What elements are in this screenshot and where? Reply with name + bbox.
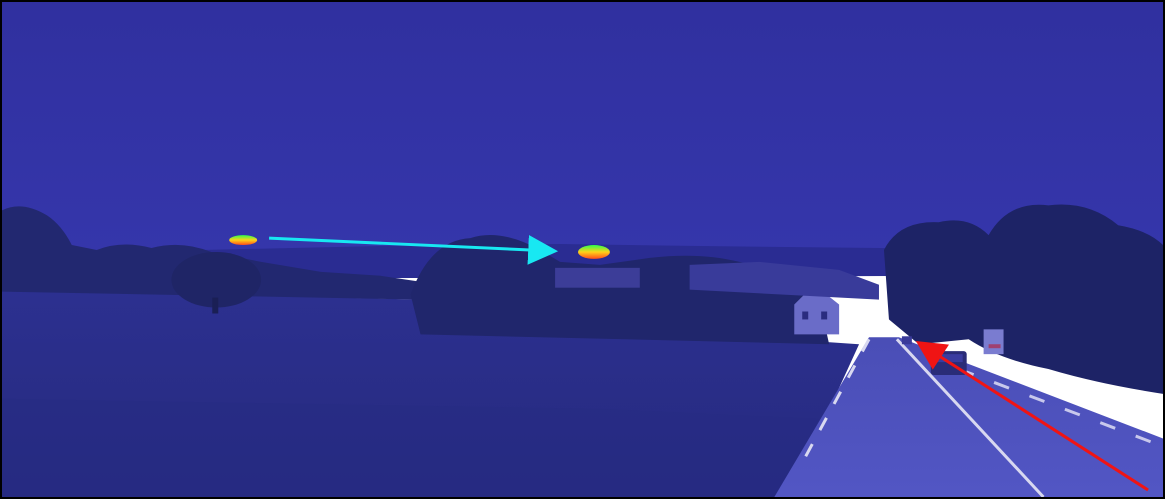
roadside-sign xyxy=(983,329,1004,355)
house-window-1 xyxy=(802,311,809,320)
lone-tree-canopy xyxy=(171,251,262,308)
right-trees xyxy=(883,204,1163,394)
sky xyxy=(2,2,1163,260)
sign-stripe xyxy=(988,344,1001,349)
house-white xyxy=(794,284,840,335)
distant-car xyxy=(901,336,912,345)
village-roof xyxy=(555,267,640,288)
field-texture xyxy=(2,398,820,497)
red-arrow xyxy=(915,341,1149,492)
heat-blob-left xyxy=(229,235,258,246)
cyan-arrow xyxy=(269,235,559,265)
village-houses xyxy=(689,261,879,300)
center-treeline xyxy=(410,234,830,345)
heat-blob-center xyxy=(578,245,610,259)
house-window-2 xyxy=(821,311,828,320)
road-edge-left xyxy=(797,338,871,469)
lone-tree-trunk xyxy=(212,297,219,314)
